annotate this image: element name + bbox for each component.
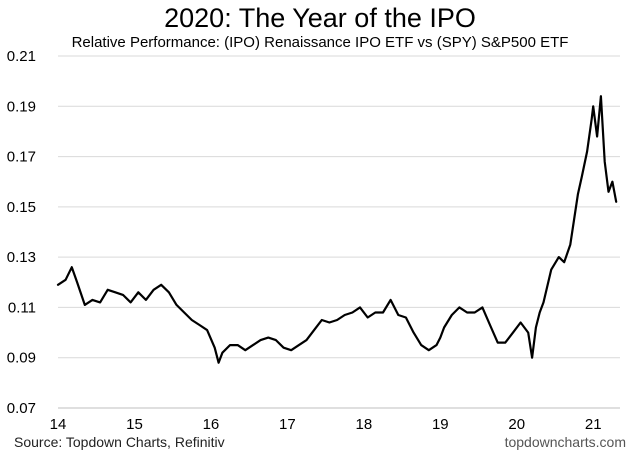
x-tick-label: 18 (356, 416, 373, 433)
x-tick-label: 20 (508, 416, 525, 433)
series-line (56, 95, 618, 364)
y-tick-label: 0.11 (8, 299, 36, 316)
x-tick-label: 19 (432, 416, 449, 433)
x-tick-label: 14 (50, 416, 67, 433)
x-tick-label: 16 (203, 416, 220, 433)
chart-title: 2020: The Year of the IPO (164, 3, 476, 33)
x-tick-label: 17 (279, 416, 296, 433)
y-tick-label: 0.21 (7, 48, 36, 65)
y-tick-label: 0.17 (7, 149, 36, 166)
y-tick-label: 0.13 (7, 249, 36, 266)
y-tick-label: 0.07 (7, 400, 36, 417)
x-tick-label: 21 (585, 416, 602, 433)
gridlines (58, 55, 620, 409)
chart-subtitle: Relative Performance: (IPO) Renaissance … (71, 34, 569, 51)
y-tick-label: 0.19 (7, 98, 36, 115)
y-axis: 0.21 0.19 0.17 0.15 0.13 0.11 0.09 0.07 (7, 48, 36, 417)
brand-watermark: topdowncharts.com (504, 434, 626, 450)
source-note: Source: Topdown Charts, Refinitiv (14, 434, 225, 450)
y-tick-label: 0.15 (7, 199, 36, 216)
y-tick-label: 0.09 (7, 350, 36, 367)
series-group (56, 95, 618, 364)
x-axis: 14 15 16 17 18 19 20 21 (50, 407, 620, 433)
x-tick-label: 15 (126, 416, 143, 433)
